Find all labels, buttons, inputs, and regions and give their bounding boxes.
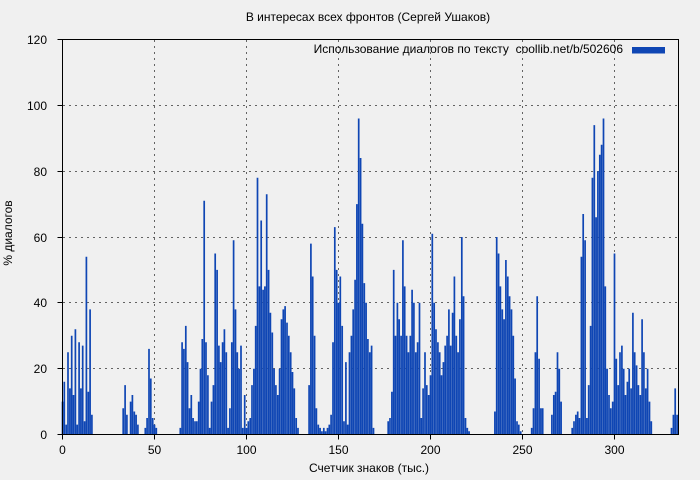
svg-text:0: 0 bbox=[40, 428, 47, 442]
svg-text:100: 100 bbox=[236, 443, 256, 457]
svg-text:80: 80 bbox=[34, 165, 48, 179]
svg-text:300: 300 bbox=[604, 443, 624, 457]
svg-text:40: 40 bbox=[34, 296, 48, 310]
svg-text:В интересах всех фронтов (Серг: В интересах всех фронтов (Сергей Ушаков) bbox=[246, 10, 490, 24]
svg-text:120: 120 bbox=[27, 33, 47, 47]
svg-text:100: 100 bbox=[27, 99, 47, 113]
svg-text:60: 60 bbox=[34, 231, 48, 245]
svg-text:% диалогов: % диалогов bbox=[1, 200, 15, 265]
svg-text:0: 0 bbox=[59, 443, 66, 457]
svg-text:250: 250 bbox=[512, 443, 532, 457]
svg-text:Использование диалогов по текс: Использование диалогов по тексту coollib… bbox=[314, 42, 624, 56]
svg-text:Счетчик знаков (тыс.): Счетчик знаков (тыс.) bbox=[309, 461, 429, 475]
svg-text:20: 20 bbox=[34, 362, 48, 376]
svg-text:150: 150 bbox=[328, 443, 348, 457]
svg-text:200: 200 bbox=[420, 443, 440, 457]
svg-text:50: 50 bbox=[148, 443, 162, 457]
